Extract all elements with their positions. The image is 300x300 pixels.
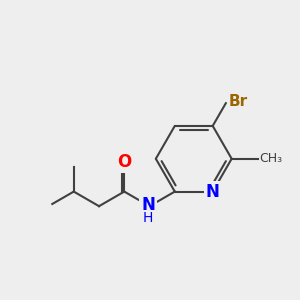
Text: O: O [117, 153, 131, 171]
Text: CH₃: CH₃ [260, 152, 283, 165]
Text: Br: Br [229, 94, 248, 109]
Text: H: H [143, 212, 153, 225]
Text: N: N [206, 183, 220, 201]
Text: N: N [141, 196, 155, 214]
